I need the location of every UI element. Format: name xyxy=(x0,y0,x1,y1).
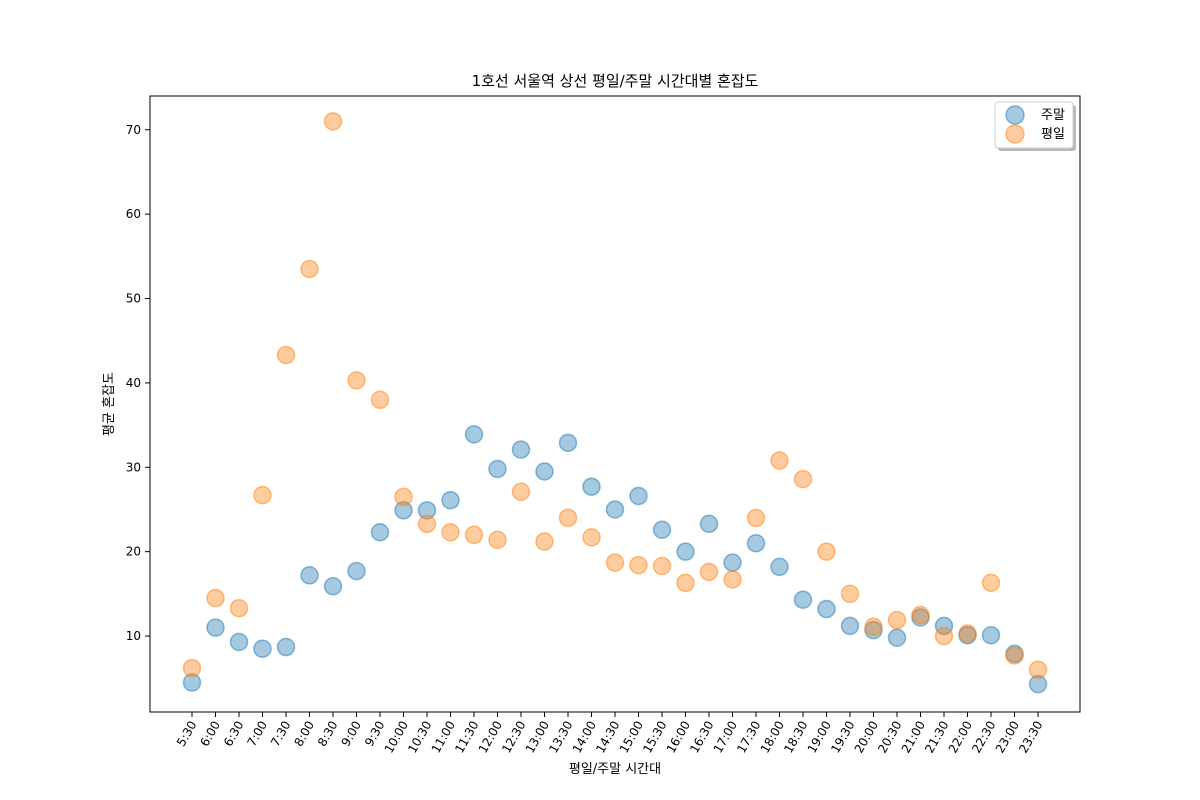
weekday-point xyxy=(605,553,625,572)
weekend-point xyxy=(840,616,860,636)
weekend-point xyxy=(253,639,272,658)
weekend-point xyxy=(629,486,648,506)
weekend-point xyxy=(229,632,249,652)
weekend-point xyxy=(605,500,625,519)
weekday-point xyxy=(840,584,860,604)
weekend-point xyxy=(676,542,695,561)
weekend-point xyxy=(488,459,507,479)
weekday-point xyxy=(629,555,648,575)
weekday-point xyxy=(276,345,296,365)
weekend-point xyxy=(394,501,413,520)
weekday-point xyxy=(511,482,531,502)
weekday-point xyxy=(229,598,249,618)
weekday-point xyxy=(770,451,789,470)
y-tick-label: 30 xyxy=(126,460,141,474)
weekday-point xyxy=(535,532,554,551)
weekday-point xyxy=(676,573,695,593)
weekday-point xyxy=(746,508,766,528)
weekend-point xyxy=(347,561,366,581)
x-tick-label: 7:30 xyxy=(268,719,294,749)
x-tick-label: 8:30 xyxy=(315,719,341,749)
weekday-point xyxy=(182,658,202,678)
y-tick-label: 20 xyxy=(126,545,141,559)
x-axis-label: 평일/주말 시간대 xyxy=(569,762,661,777)
y-tick-label: 10 xyxy=(126,629,141,643)
weekday-point xyxy=(253,485,272,505)
y-tick-label: 60 xyxy=(126,207,141,221)
x-tick-label: 23:30 xyxy=(1016,719,1045,756)
x-tick-label: 6:00 xyxy=(197,719,223,749)
weekday-point xyxy=(864,617,883,637)
weekend-point xyxy=(276,637,296,657)
weekday-point xyxy=(464,525,484,545)
weekend-point xyxy=(793,590,813,610)
weekday-point xyxy=(300,259,319,279)
weekend-point xyxy=(817,599,836,619)
weekday-point xyxy=(981,573,1001,593)
weekday-point xyxy=(558,508,578,528)
y-tick-label: 40 xyxy=(126,376,141,390)
x-tick-label: 7:00 xyxy=(244,719,270,749)
weekend-point xyxy=(652,520,672,539)
weekend-point xyxy=(723,553,742,572)
weekend-point xyxy=(1028,674,1048,694)
weekend-point xyxy=(206,618,225,637)
x-tick-label: 5:30 xyxy=(174,719,200,749)
weekday-point xyxy=(934,626,954,646)
weekday-point xyxy=(699,562,719,582)
legend-label-weekday: 평일 xyxy=(1041,127,1065,142)
weekday-point xyxy=(394,487,413,507)
weekday-point xyxy=(793,469,813,489)
y-tick-label: 70 xyxy=(126,123,141,137)
weekend-point xyxy=(441,490,460,510)
weekend-point xyxy=(746,533,766,553)
x-tick-label: 9:00 xyxy=(338,719,364,749)
y-axis-label: 평균 혼잡도 xyxy=(102,372,117,436)
weekday-point xyxy=(347,371,366,390)
y-axis: 10 20 30 40 50 60 70 xyxy=(126,123,150,643)
chart-title: 1호선 서울역 상선 평일/주말 시간대별 혼잡도 xyxy=(472,72,759,90)
weekend-point xyxy=(464,425,484,444)
weekend-point xyxy=(887,628,907,647)
weekend-point xyxy=(300,566,319,585)
x-axis: 5:306:006:307:007:308:008:309:009:3010:0… xyxy=(174,712,1046,755)
weekend-point xyxy=(182,673,202,692)
x-tick-label: 8:00 xyxy=(291,719,317,749)
y-tick-label: 50 xyxy=(126,292,141,306)
weekday-point xyxy=(1028,660,1048,680)
weekday-point xyxy=(441,523,460,542)
legend-marker-weekend xyxy=(1005,105,1025,125)
weekday-point xyxy=(723,570,742,589)
weekday-point xyxy=(206,588,225,608)
weekend-point xyxy=(511,440,531,459)
weekend-point xyxy=(370,523,390,542)
legend: 주말 평일 xyxy=(994,101,1076,151)
weekend-point xyxy=(323,577,343,596)
weekday-point xyxy=(488,530,507,550)
weekday-point xyxy=(417,514,437,534)
weekend-point xyxy=(417,501,437,520)
weekday-point xyxy=(582,528,601,547)
weekend-point xyxy=(558,433,578,453)
weekend-point xyxy=(934,616,954,636)
weekend-point xyxy=(770,557,789,577)
weekend-point xyxy=(981,625,1001,645)
weekday-point xyxy=(370,390,390,410)
weekend-point xyxy=(582,477,601,496)
weekday-point xyxy=(958,624,977,643)
weekday-point xyxy=(911,605,930,625)
legend-box xyxy=(994,101,1074,149)
legend-marker-weekday xyxy=(1005,124,1025,144)
weekend-point xyxy=(699,514,719,534)
x-tick-label: 6:30 xyxy=(221,719,247,749)
legend-label-weekend: 주말 xyxy=(1041,108,1065,123)
weekday-point xyxy=(652,556,672,576)
weekday-point xyxy=(887,610,907,630)
weekday-point xyxy=(1005,646,1024,665)
weekday-point xyxy=(323,112,343,131)
weekday-point xyxy=(817,542,836,561)
data-points xyxy=(182,112,1048,694)
weekend-point xyxy=(535,462,554,481)
